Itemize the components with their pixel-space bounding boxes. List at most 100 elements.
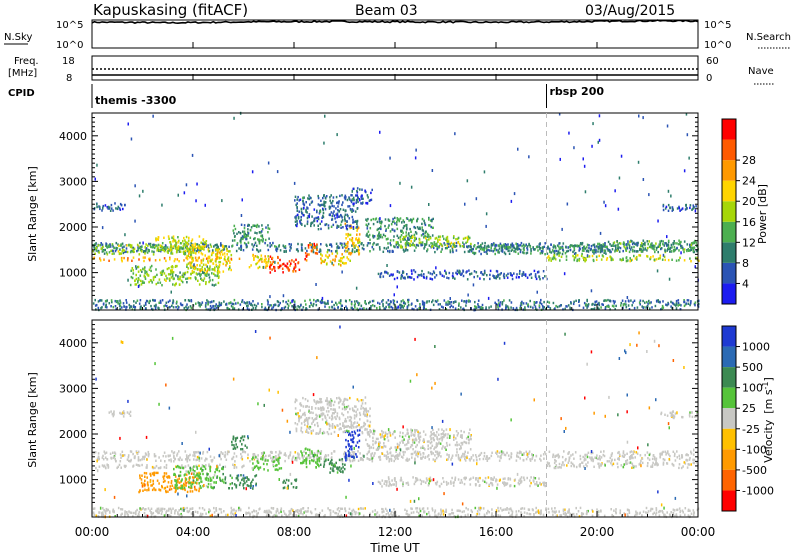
range-cell [149, 266, 152, 269]
range-cell [228, 266, 231, 269]
range-cell [342, 226, 344, 229]
range-cell [138, 464, 141, 467]
range-cell [660, 247, 663, 250]
range-cell [475, 305, 477, 309]
range-cell [255, 262, 257, 266]
range-cell [179, 487, 182, 490]
range-cell [194, 481, 197, 484]
range-cell [311, 221, 314, 224]
range-cell [353, 304, 356, 307]
range-cell [97, 455, 100, 458]
range-cell [587, 303, 590, 306]
range-cell [270, 450, 272, 454]
range-cell [396, 220, 398, 224]
range-cell [243, 479, 245, 483]
range-cell [600, 450, 602, 453]
range-cell [178, 260, 180, 263]
range-cell [305, 259, 308, 262]
range-cell [127, 122, 129, 126]
range-cell [332, 212, 334, 215]
range-cell [134, 184, 136, 188]
range-cell [241, 458, 244, 461]
range-cell [302, 196, 304, 200]
range-cell [115, 248, 118, 251]
range-cell [209, 301, 211, 304]
range-cell [479, 306, 481, 309]
range-cell [683, 304, 686, 308]
range-cell [657, 250, 659, 254]
range-cell [396, 234, 399, 237]
range-cell [258, 231, 261, 234]
range-cell [434, 244, 437, 247]
range-cell [635, 255, 638, 259]
range-cell [602, 453, 605, 457]
range-cell [303, 196, 305, 199]
range-cell [155, 268, 157, 271]
range-cell [597, 302, 599, 306]
range-cell [367, 222, 370, 226]
range-cell [581, 241, 584, 245]
range-cell [622, 450, 625, 453]
range-cell [565, 457, 567, 461]
range-cell [132, 248, 135, 252]
range-cell [169, 299, 171, 302]
range-cell [97, 306, 100, 310]
range-cell [152, 243, 154, 247]
range-cell [195, 252, 197, 255]
range-cell [552, 246, 555, 249]
range-cell [415, 148, 417, 152]
range-cell [336, 133, 338, 137]
range-cell [235, 249, 238, 253]
range-cell [189, 490, 192, 493]
range-cell [330, 211, 333, 214]
range-cell [387, 456, 390, 459]
range-cell [326, 244, 328, 248]
range-cell [155, 464, 158, 468]
range-cell [306, 211, 308, 214]
range-cell [95, 249, 98, 252]
range-cell [95, 303, 98, 307]
range-cell [428, 458, 430, 461]
range-cell [583, 301, 586, 305]
range-cell [569, 245, 571, 248]
range-cell [345, 196, 347, 199]
range-cell [659, 455, 661, 458]
range-cell [209, 479, 212, 482]
range-cell [243, 241, 246, 245]
range-cell [435, 274, 438, 277]
range-cell [316, 219, 319, 223]
range-cell [153, 246, 156, 250]
range-cell [466, 278, 469, 281]
range-cell [225, 247, 228, 250]
range-cell [449, 249, 452, 252]
range-cell [604, 245, 607, 249]
range-cell [328, 306, 331, 309]
range-cell [195, 247, 197, 250]
range-cell [661, 258, 664, 261]
range-cell [213, 245, 215, 248]
range-cell [294, 199, 296, 202]
range-cell [331, 218, 333, 221]
range-cell [410, 276, 413, 279]
range-cell [598, 114, 601, 118]
range-cell [371, 188, 373, 192]
range-cell [121, 246, 124, 249]
range-cell [348, 205, 351, 208]
range-cell [350, 226, 353, 229]
range-cell [343, 452, 345, 456]
range-cell [258, 265, 261, 269]
range-cell [692, 249, 695, 252]
range-cell [477, 305, 480, 309]
range-cell [551, 257, 554, 260]
range-cell [503, 243, 505, 246]
range-cell [256, 261, 259, 265]
range-cell [618, 458, 620, 461]
colorbar-segment-1 [722, 262, 736, 284]
range-cell [441, 274, 444, 277]
range-cell [219, 260, 222, 264]
range-cell [215, 257, 218, 260]
range-cell [673, 246, 676, 249]
range-cell [357, 459, 360, 462]
range-cell [521, 274, 523, 277]
range-cell [348, 217, 351, 220]
